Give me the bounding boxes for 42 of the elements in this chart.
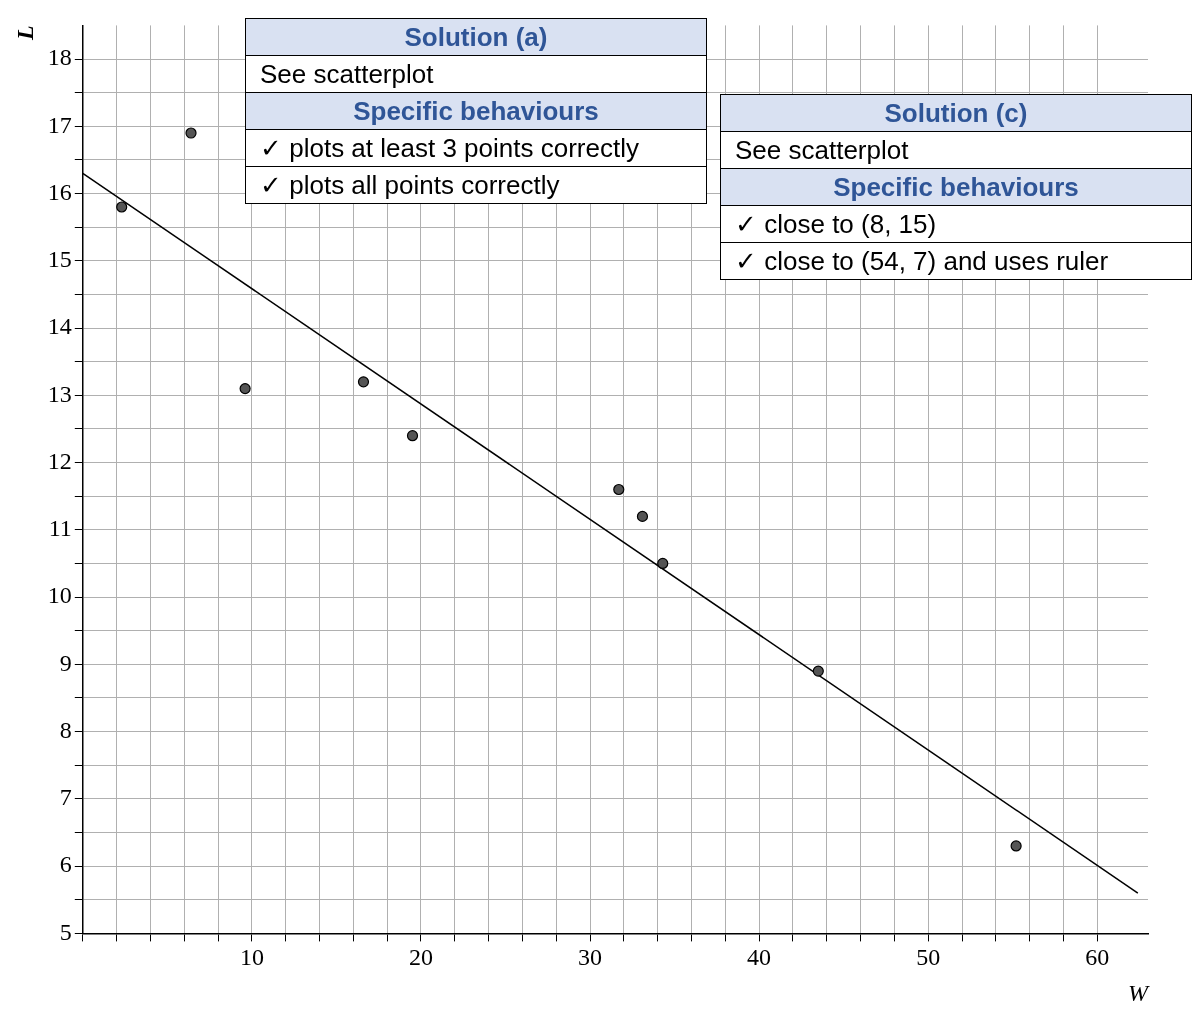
annotation: Specific behaviours [246, 92, 706, 129]
y-tick-label: 17 [47, 111, 72, 138]
x-tick-label: 40 [747, 944, 772, 971]
y-tick-label: 10 [47, 582, 72, 609]
annotation: Specific behaviours [721, 168, 1191, 205]
point [406, 430, 419, 442]
y-tick-label: 7 [59, 784, 72, 811]
x-axis-title: W [1128, 979, 1150, 1006]
annotation: See scatterplot [721, 131, 1191, 168]
point [1010, 840, 1022, 852]
point [613, 483, 625, 496]
y-tick-label: 9 [59, 649, 72, 676]
annotation: See scatterplot [246, 55, 706, 92]
point [116, 201, 128, 213]
x-tick-label: 50 [916, 944, 941, 971]
annotation: Solution (a) [246, 19, 706, 55]
y-tick-label: 15 [47, 246, 72, 273]
y-tick-label: 11 [48, 515, 72, 542]
y-tick-label: 5 [59, 918, 72, 945]
point [239, 383, 251, 395]
y-tick-label: 18 [47, 44, 72, 71]
point [636, 510, 649, 522]
y-tick-label: 13 [47, 380, 72, 407]
annotation: ✓ close to (8, 15) [721, 205, 1191, 242]
point [185, 127, 197, 139]
y-tick-label: 14 [47, 313, 72, 340]
point [657, 557, 669, 570]
point [812, 665, 824, 677]
point [357, 376, 370, 388]
annotation: ✓ plots at least 3 points correctly [246, 129, 706, 166]
y-tick-label: 16 [47, 178, 72, 205]
x-tick-label: 60 [1085, 944, 1110, 971]
x-tick-label: 20 [408, 944, 433, 971]
y-axis-title: L [11, 25, 38, 42]
y-tick-label: 12 [47, 447, 72, 474]
annotation: ✓ close to (54, 7) and uses ruler [721, 242, 1191, 279]
annotation: ✓ plots all points correctly [246, 166, 706, 203]
annotation: Solution (c) [721, 95, 1191, 131]
x-tick-label: 10 [239, 944, 264, 971]
x-tick-label: 30 [578, 944, 603, 971]
y-tick-label: 6 [59, 851, 72, 878]
y-tick-label: 8 [59, 716, 72, 743]
